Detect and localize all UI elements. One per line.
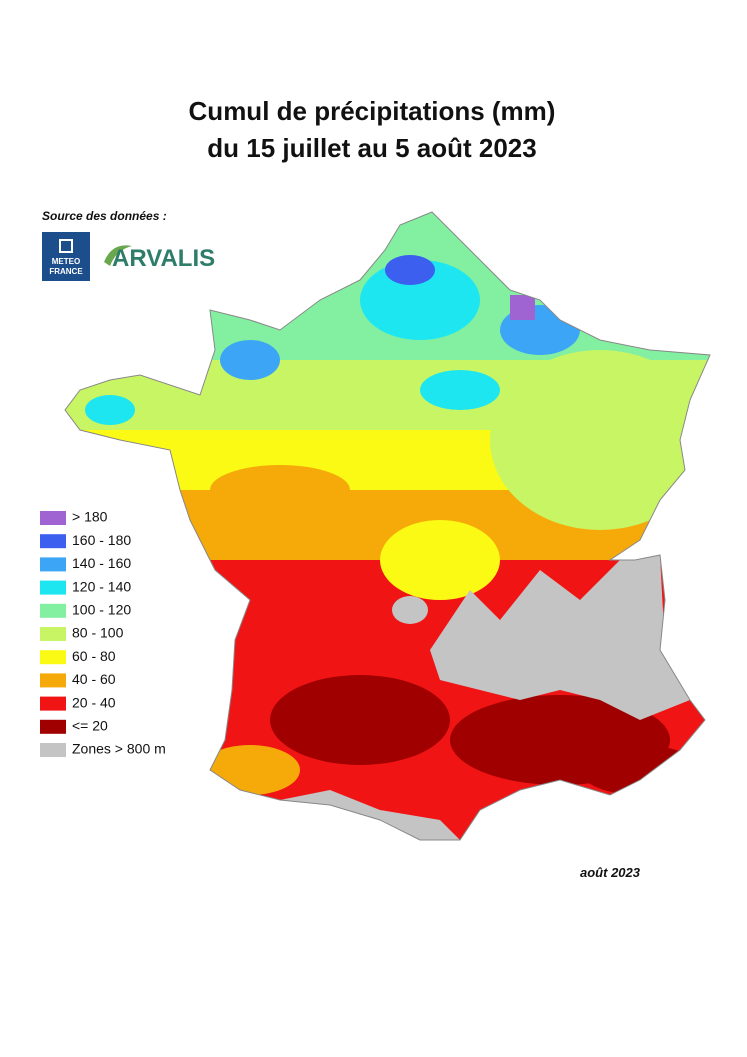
legend: > 180 160 - 180 140 - 160 120 - 140 100 - 12… — [40, 509, 166, 757]
meteo-france-logo: METEO FRANCE — [42, 232, 90, 281]
legend-label: 80 - 100 — [72, 625, 124, 641]
france-outline — [64, 211, 711, 841]
logo-icon — [59, 239, 73, 253]
legend-swatch — [40, 673, 66, 688]
legend-swatch — [40, 743, 66, 757]
legend-swatch — [40, 627, 66, 641]
legend-label: 20 - 40 — [72, 694, 116, 710]
legend-label: 120 - 140 — [72, 578, 131, 594]
legend-label: 160 - 180 — [72, 532, 131, 548]
legend-swatch — [40, 580, 66, 595]
source-label: Source des données : — [42, 209, 167, 223]
legend-swatch — [40, 534, 66, 549]
legend-swatch — [40, 696, 66, 711]
legend-label: 40 - 60 — [72, 671, 116, 687]
logo-text: FRANCE — [49, 267, 83, 276]
legend-label: 60 - 80 — [72, 648, 116, 664]
title-line-2: du 15 juillet au 5 août 2023 — [207, 133, 536, 163]
legend-swatch — [40, 650, 66, 665]
arvalis-logo: ARVALIS — [104, 245, 215, 272]
legend-label: 140 - 160 — [72, 555, 131, 571]
legend-label: Zones > 800 m — [72, 741, 166, 757]
legend-swatch — [40, 719, 66, 734]
logo-text: ARVALIS — [112, 245, 215, 272]
legend-swatch — [40, 557, 66, 572]
legend-swatch — [40, 603, 66, 618]
title-line-1: Cumul de précipitations (mm) — [189, 96, 556, 126]
legend-label: <= 20 — [72, 718, 108, 734]
legend-label: 100 - 120 — [72, 602, 131, 618]
map-date: août 2023 — [580, 865, 641, 880]
legend-label: > 180 — [72, 509, 108, 525]
legend-swatch — [40, 511, 66, 525]
logo-leaf — [104, 245, 132, 266]
logo-text: METEO — [52, 257, 80, 266]
